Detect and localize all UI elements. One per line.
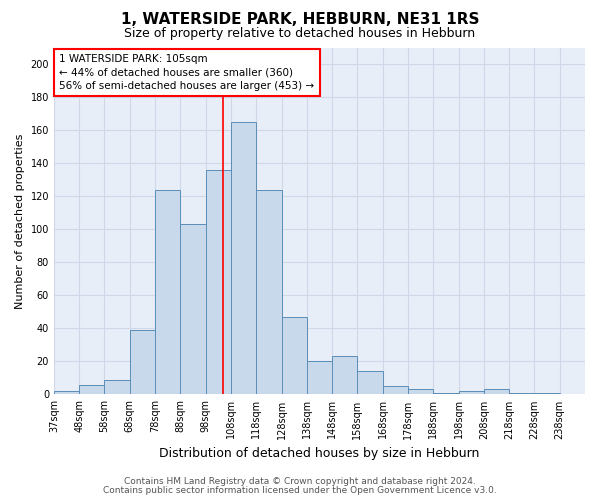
Text: Contains public sector information licensed under the Open Government Licence v3: Contains public sector information licen… xyxy=(103,486,497,495)
X-axis label: Distribution of detached houses by size in Hebburn: Distribution of detached houses by size … xyxy=(159,447,479,460)
Bar xyxy=(181,224,206,394)
Y-axis label: Number of detached properties: Number of detached properties xyxy=(15,134,25,308)
Bar xyxy=(206,170,231,394)
Bar xyxy=(484,390,509,394)
Bar xyxy=(433,393,458,394)
Bar xyxy=(509,393,535,394)
Bar xyxy=(79,384,104,394)
Bar xyxy=(281,317,307,394)
Text: Size of property relative to detached houses in Hebburn: Size of property relative to detached ho… xyxy=(124,28,476,40)
Text: 1 WATERSIDE PARK: 105sqm
← 44% of detached houses are smaller (360)
56% of semi-: 1 WATERSIDE PARK: 105sqm ← 44% of detach… xyxy=(59,54,314,91)
Bar xyxy=(383,386,408,394)
Bar xyxy=(104,380,130,394)
Bar xyxy=(408,390,433,394)
Bar xyxy=(231,122,256,394)
Bar xyxy=(54,391,79,394)
Bar xyxy=(155,190,181,394)
Bar xyxy=(256,190,281,394)
Bar xyxy=(358,372,383,394)
Bar xyxy=(332,356,358,395)
Text: Contains HM Land Registry data © Crown copyright and database right 2024.: Contains HM Land Registry data © Crown c… xyxy=(124,477,476,486)
Bar xyxy=(130,330,155,394)
Bar xyxy=(307,362,332,394)
Bar xyxy=(535,393,560,394)
Bar xyxy=(458,391,484,394)
Text: 1, WATERSIDE PARK, HEBBURN, NE31 1RS: 1, WATERSIDE PARK, HEBBURN, NE31 1RS xyxy=(121,12,479,28)
